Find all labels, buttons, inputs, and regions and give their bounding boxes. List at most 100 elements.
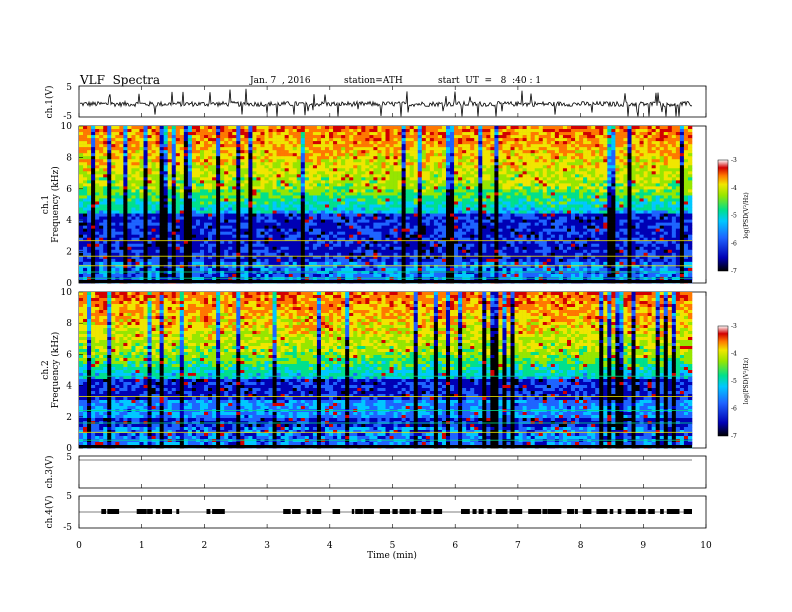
spectrogram-cell [83,165,87,168]
spectrogram-cell [345,211,349,214]
spectrogram-cell [192,192,196,195]
spectrogram-cell [256,132,260,135]
spectrogram-cell [216,208,220,211]
spectrogram-cell [381,208,385,211]
spectrogram-cell [357,205,361,208]
spectrogram-cell [414,168,418,171]
spectrogram-cell [297,259,301,262]
spectrogram-cell [442,195,446,198]
spectrogram-cell [208,135,212,138]
spectrogram-cell [111,162,115,165]
spectrogram-cell [386,268,390,271]
spectrogram-cell [345,250,349,253]
spectrogram-cell [107,141,111,144]
spectrogram-cell [345,195,349,198]
spectrogram-cell [216,189,220,192]
spectrogram-cell [450,271,454,274]
spectrogram-cell [265,244,269,247]
spectrogram-cell [208,147,212,150]
spectrogram-cell [454,180,458,183]
spectrogram-cell [269,208,273,211]
spectrogram-cell [91,208,95,211]
spectrogram-cell [180,168,184,171]
spectrogram-cell [220,141,224,144]
spectrogram-cell [418,162,422,165]
spectrogram-cell [313,147,317,150]
spectrogram-cell [297,126,301,129]
spectrogram-cell [357,138,361,141]
spectrogram-cell [152,132,156,135]
spectrogram-cell [135,150,139,153]
spectrogram-cell [450,171,454,174]
spectrogram-cell [406,162,410,165]
spectrogram-cell [337,235,341,238]
spectrogram-cell [95,262,99,265]
spectrogram-cell [265,144,269,147]
spectrogram-cell [99,220,103,223]
spectrogram-cell [220,156,224,159]
spectrogram-cell [224,241,228,244]
spectrogram-cell [123,135,127,138]
spectrogram-cell [208,183,212,186]
spectrogram-cell [220,220,224,223]
spectrogram-cell [430,232,434,235]
spectrogram-cell [212,205,216,208]
spectrogram-cell [293,177,297,180]
spectrogram-cell [200,150,204,153]
spectrogram-cell [148,250,152,253]
spectrogram-cell [422,244,426,247]
spectrogram-cell [224,268,228,271]
spectrogram-cell [454,189,458,192]
spectrogram-cell [123,186,127,189]
spectrogram-cell [224,135,228,138]
spectrogram-cell [224,198,228,201]
spectrogram-cell [414,205,418,208]
spectrogram-cell [333,144,337,147]
spectrogram-cell [325,259,329,262]
spectrogram-cell [244,208,248,211]
spectrogram-cell [192,241,196,244]
spectrogram-cell [438,268,442,271]
spectrogram-cell [236,214,240,217]
spectrogram-cell [83,268,87,271]
spectrogram-cell [414,274,418,277]
spectrogram-cell [317,132,321,135]
spectrogram-cell [156,162,160,165]
spectrogram-cell [269,262,273,265]
spectrogram-cell [329,165,333,168]
spectrogram-cell [232,192,236,195]
spectrogram-cell [228,262,232,265]
spectrogram-cell [446,144,450,147]
spectrogram-cell [87,195,91,198]
spectrogram-cell [394,165,398,168]
spectrogram-cell [168,144,172,147]
spectrogram-cell [248,205,252,208]
spectrogram-cell [160,268,164,271]
spectrogram-cell [176,232,180,235]
spectrogram-cell [228,208,232,211]
spectrogram-cell [260,250,264,253]
spectrogram-cell [309,132,313,135]
spectrogram-cell [426,189,430,192]
spectrogram-cell [386,177,390,180]
spectrogram-cell [115,198,119,201]
spectrogram-cell [83,180,87,183]
spectrogram-cell [398,253,402,256]
spectrogram-cell [220,226,224,229]
spectrogram-cell [402,241,406,244]
spectrogram-cell [252,198,256,201]
spectrogram-cell [160,235,164,238]
spectrogram-cell [192,186,196,189]
spectrogram-cell [212,165,216,168]
spectrogram-cell [248,192,252,195]
spectrogram-cell [184,183,188,186]
spectrogram-cell [321,250,325,253]
spectrogram-cell [357,226,361,229]
spectrogram-cell [325,220,329,223]
spectrogram-cell [172,247,176,250]
spectrogram-cell [365,262,369,265]
spectrogram-cell [442,223,446,226]
spectrogram-cell [426,174,430,177]
spectrogram-cell [301,150,305,153]
spectrogram-cell [410,195,414,198]
